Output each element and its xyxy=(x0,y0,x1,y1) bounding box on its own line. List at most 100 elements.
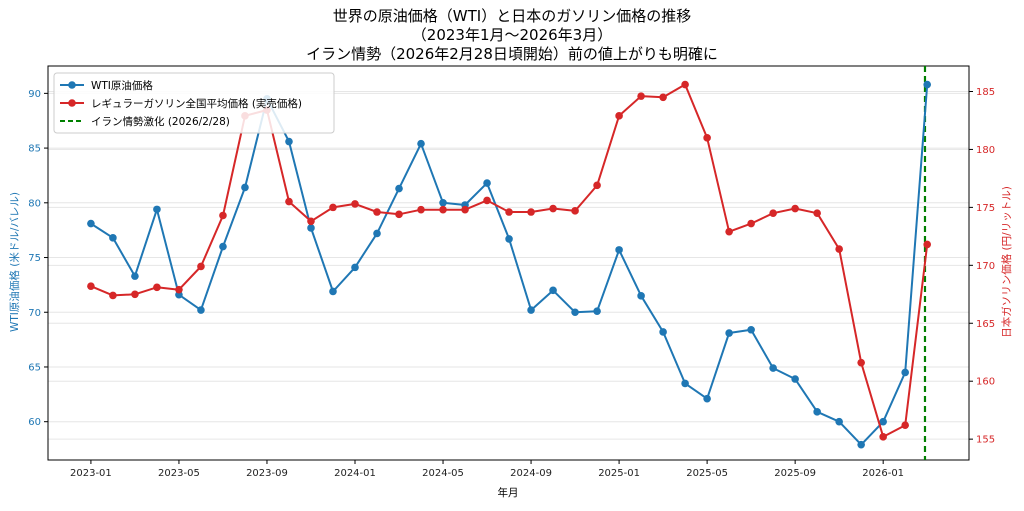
legend-label-1: レギュラーガソリン全国平均価格 (実売価格) xyxy=(91,97,302,110)
series-point-0 xyxy=(835,417,843,426)
series-point-1 xyxy=(307,217,315,226)
x-tick-label: 2024-01 xyxy=(334,468,376,479)
y-axis-left-title: WTI原油価格 (米ドル/バレル) xyxy=(8,192,21,332)
series-point-0 xyxy=(615,246,623,254)
series-point-0 xyxy=(637,292,645,300)
series-point-0 xyxy=(439,199,447,207)
series-point-0 xyxy=(241,183,249,192)
series-point-1 xyxy=(571,207,579,215)
chart-title-line-1: 世界の原油価格（WTI）と日本のガソリン価格の推移 xyxy=(333,7,691,25)
series-point-0 xyxy=(285,137,293,146)
y-right-tick-label: 155 xyxy=(976,435,995,446)
series-point-1 xyxy=(659,93,667,102)
y-left-tick-label: 80 xyxy=(28,198,41,209)
series-point-1 xyxy=(153,283,161,292)
series-point-0 xyxy=(505,235,513,243)
y-right-tick-label: 185 xyxy=(976,87,995,98)
series-point-1 xyxy=(417,205,425,214)
series-point-1 xyxy=(109,291,117,300)
y-right-tick-label: 180 xyxy=(976,145,995,156)
series-point-0 xyxy=(659,328,667,336)
series-point-0 xyxy=(219,242,227,251)
y-left-tick-label: 65 xyxy=(28,362,41,373)
series-point-0 xyxy=(813,408,821,416)
series-point-1 xyxy=(857,358,865,367)
axes: 2023-01 2023-05 2023-09 2024-01 2024-05 2024-… xyxy=(28,65,995,479)
legend-label-2: イラン情勢激化 (2026/2/28) xyxy=(91,115,230,128)
series-point-1 xyxy=(549,204,557,213)
series-point-0 xyxy=(109,234,117,242)
y-right-tick-label: 160 xyxy=(976,377,995,388)
series-point-1 xyxy=(439,205,447,214)
legend-marker-1 xyxy=(68,99,76,107)
y-left-tick-label: 90 xyxy=(28,89,41,100)
series-point-0 xyxy=(417,139,425,148)
series-point-1 xyxy=(791,204,799,213)
series-point-1 xyxy=(197,262,205,271)
series-layer xyxy=(87,80,931,449)
x-tick-label: 2025-09 xyxy=(774,468,816,479)
series-point-1 xyxy=(461,205,469,214)
series-point-0 xyxy=(131,272,139,280)
y-left-tick-label: 60 xyxy=(28,417,41,428)
series-point-0 xyxy=(923,80,931,89)
y-right-tick-label: 170 xyxy=(976,261,995,272)
series-point-1 xyxy=(835,245,843,253)
series-point-1 xyxy=(725,227,733,236)
series-point-0 xyxy=(329,287,337,296)
series-point-1 xyxy=(175,285,183,294)
x-axis-title: 年月 xyxy=(498,486,519,499)
series-point-0 xyxy=(901,368,909,377)
series-point-1 xyxy=(373,208,381,216)
series-point-0 xyxy=(593,307,601,315)
series-point-1 xyxy=(483,196,491,205)
legend-box xyxy=(53,72,335,134)
series-point-1 xyxy=(87,282,95,290)
series-point-0 xyxy=(549,286,557,295)
series-point-0 xyxy=(769,364,777,372)
series-point-1 xyxy=(395,210,403,219)
series-point-1 xyxy=(681,80,689,89)
series-point-1 xyxy=(219,211,227,220)
grid-lines xyxy=(48,90,969,440)
series-point-1 xyxy=(879,433,887,441)
series-point-1 xyxy=(769,209,777,217)
x-tick-label: 2024-09 xyxy=(510,468,552,479)
x-tick-label: 2023-05 xyxy=(158,468,200,479)
series-line-1 xyxy=(90,83,929,438)
y-right-tick-label: 175 xyxy=(976,203,995,214)
series-point-1 xyxy=(329,203,337,212)
legend-label-0: WTI原油価格 xyxy=(91,79,153,92)
series-point-0 xyxy=(483,179,491,187)
series-point-1 xyxy=(747,219,755,228)
x-tick-label: 2024-05 xyxy=(422,468,464,479)
y-left-tick-label: 70 xyxy=(28,308,41,319)
series-point-1 xyxy=(615,112,623,120)
series-point-1 xyxy=(637,92,645,100)
series-point-1 xyxy=(527,208,535,216)
series-point-0 xyxy=(879,417,887,426)
plot-frame xyxy=(47,65,970,461)
series-point-0 xyxy=(395,184,403,193)
y-left-tick-label: 85 xyxy=(28,144,41,155)
series-point-0 xyxy=(373,229,381,238)
series-point-0 xyxy=(153,205,161,214)
series-point-1 xyxy=(131,290,139,299)
series-point-1 xyxy=(813,209,821,217)
series-point-0 xyxy=(681,379,689,388)
series-point-1 xyxy=(505,208,513,216)
x-tick-label: 2025-05 xyxy=(686,468,728,479)
series-point-1 xyxy=(285,197,293,206)
y-left-tick-label: 75 xyxy=(28,253,41,264)
series-point-0 xyxy=(791,375,799,383)
series-point-0 xyxy=(351,263,359,272)
series-point-0 xyxy=(571,308,579,317)
series-point-1 xyxy=(351,200,359,208)
series-point-0 xyxy=(197,306,205,314)
series-point-1 xyxy=(593,181,601,190)
series-point-0 xyxy=(527,306,535,314)
x-tick-label: 2026-01 xyxy=(862,468,904,479)
